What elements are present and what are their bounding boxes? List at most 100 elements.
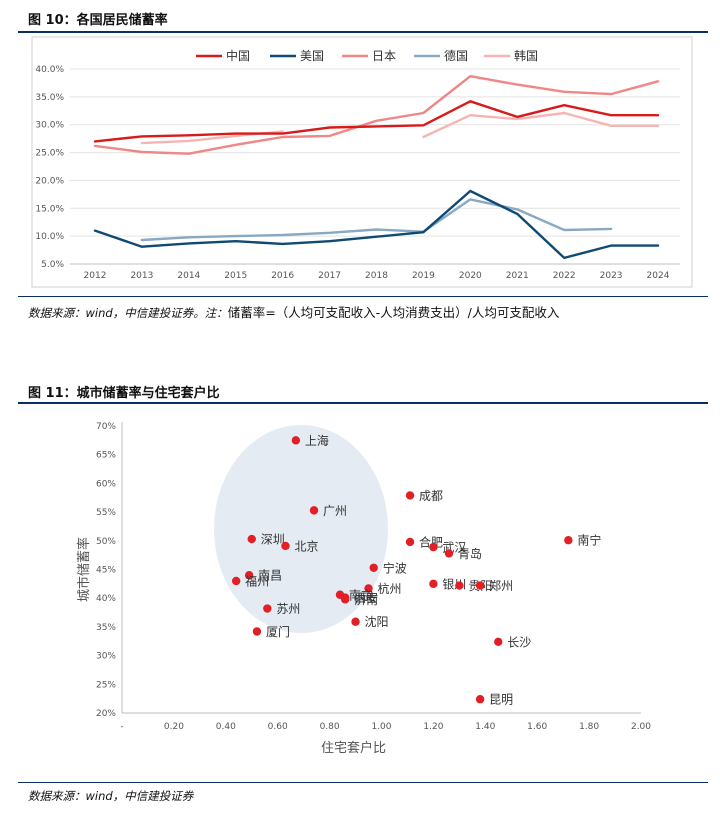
line-chart-frame — [31, 36, 693, 288]
series-line-0 — [93, 100, 660, 143]
point-label: 北京 — [294, 539, 318, 553]
y-tick-label: 40% — [96, 594, 116, 604]
figure1-source-prefix: 数据来源：wind，中信建投证券。注： — [28, 306, 228, 320]
x-tick-label: 2022 — [553, 271, 576, 281]
legend-label: 日本 — [372, 49, 396, 63]
y-tick-label: 35.0% — [35, 93, 64, 103]
x-tick-label: 2019 — [412, 271, 435, 281]
point-广州 — [309, 506, 319, 515]
legend-label: 美国 — [300, 49, 324, 63]
figure1-title: 图 10：各国居民储蓄率 — [28, 13, 168, 28]
y-tick-label: 20% — [96, 709, 116, 719]
x-tick-label: 2012 — [84, 271, 107, 281]
series-line-2 — [93, 75, 660, 155]
legend-label: 韩国 — [514, 48, 538, 63]
point-label: 西安 — [354, 590, 378, 605]
point-label: 沈阳 — [365, 614, 389, 629]
figure1-source: 数据来源：wind，中信建投证券。注：储蓄率=（人均可支配收入-人均消费支出）/… — [28, 302, 559, 321]
x-tick-label: 0.60 — [268, 722, 288, 732]
x-tick-label: 0.80 — [320, 722, 340, 732]
point-成都 — [405, 491, 415, 500]
point-郑州 — [475, 581, 485, 590]
point-label: 广州 — [323, 504, 347, 518]
point-label: 长沙 — [507, 635, 531, 649]
x-tick-label: 1.20 — [423, 722, 443, 732]
y-tick-label: 65% — [96, 451, 116, 461]
figure2-top-rule — [18, 402, 708, 404]
point-南昌 — [244, 571, 254, 580]
x-tick-label: 2016 — [271, 271, 294, 281]
point-西安 — [340, 593, 350, 602]
legend-label: 德国 — [444, 48, 468, 63]
point-label: 宁波 — [383, 560, 407, 575]
y-tick-label: 70% — [96, 422, 116, 432]
y-tick-label: 10.0% — [35, 232, 64, 242]
point-label: 杭州 — [378, 581, 402, 596]
figure1-bottom-rule — [18, 296, 708, 297]
point-北京 — [281, 541, 290, 551]
legend-label: 中国 — [226, 48, 250, 63]
x-tick-label: 2017 — [318, 271, 341, 281]
point-宁波 — [369, 563, 378, 572]
line-chart: 5.0% 10.0% 15.0% 20.0% 25.0% 30.0% 35.0% 40.0% 2… — [31, 36, 693, 288]
y-tick-label: 20.0% — [35, 176, 64, 186]
y-tick-label: 60% — [96, 479, 116, 489]
y-tick-label: 30.0% — [35, 121, 64, 131]
point-苏州 — [263, 604, 272, 613]
point-厦门 — [252, 627, 262, 636]
x-tick-label: 1.80 — [579, 722, 599, 732]
x-tick-label: 2024 — [647, 271, 670, 281]
y-tick-label: 25% — [96, 680, 116, 690]
point-青岛 — [444, 549, 454, 558]
point-label: 南宁 — [577, 533, 601, 548]
point-上海 — [291, 436, 301, 445]
point-label: 济南 — [354, 592, 378, 607]
x-tick-label: 2.00 — [631, 722, 651, 732]
y-tick-label: 30% — [96, 652, 116, 662]
y-tick-label: 35% — [96, 623, 116, 633]
y-tick-label: 40.0% — [35, 65, 64, 75]
y-tick-label: 55% — [96, 508, 116, 518]
x-tick-label: 2021 — [506, 271, 529, 281]
y-tick-label: 5.0% — [41, 260, 64, 270]
point-合肥 — [405, 537, 415, 547]
x-tick-label: 2023 — [600, 271, 623, 281]
point-贵阳 — [455, 581, 464, 590]
point-银川 — [429, 579, 438, 589]
point-南宁 — [564, 536, 573, 545]
point-沈阳 — [351, 617, 360, 626]
figure1-source-note: 储蓄率=（人均可支配收入-人均消费支出）/人均可支配收入 — [227, 305, 560, 320]
point-label: 南昌 — [258, 568, 282, 583]
series-line-1 — [93, 189, 660, 260]
x-tick-label: 2013 — [130, 271, 153, 281]
series-line-3 — [140, 198, 613, 242]
point-label: 南京 — [349, 587, 373, 602]
point-杭州 — [364, 584, 373, 593]
point-长沙 — [494, 637, 503, 647]
x-tick-label: 2015 — [224, 271, 247, 281]
point-label: 青岛 — [458, 546, 482, 561]
x-tick-label: 2018 — [365, 271, 388, 281]
figure2-source: 数据来源：wind，中信建投证券 — [28, 789, 194, 803]
figure1-top-rule — [18, 31, 708, 33]
point-label: 上海 — [305, 433, 329, 448]
point-label: 深圳 — [261, 533, 285, 547]
figure2-bottom-rule — [18, 782, 708, 783]
point-label: 福州 — [245, 573, 269, 588]
point-label: 郑州 — [489, 578, 513, 593]
highlight-ellipse — [214, 425, 388, 633]
point-label: 苏州 — [276, 602, 300, 616]
x-tick-label: 2020 — [459, 271, 482, 281]
x-axis-title: 住宅套户比 — [321, 740, 386, 756]
x-tick-label: 1.40 — [475, 722, 495, 732]
x-tick-label: - — [120, 722, 123, 732]
point-label: 成都 — [419, 489, 443, 503]
y-tick-label: 45% — [96, 566, 116, 576]
y-axis-title: 城市储蓄率 — [76, 537, 92, 602]
scatter-chart: 20% 25% 30% 35% 40% 45% 50% 55% 60% 65% 70% - 0.20 0.… — [76, 422, 651, 756]
x-tick-label: 1.60 — [527, 722, 547, 732]
y-tick-label: 25.0% — [35, 149, 64, 159]
x-tick-label: 0.20 — [164, 722, 184, 732]
point-label: 厦门 — [266, 624, 290, 639]
point-深圳 — [247, 534, 256, 544]
